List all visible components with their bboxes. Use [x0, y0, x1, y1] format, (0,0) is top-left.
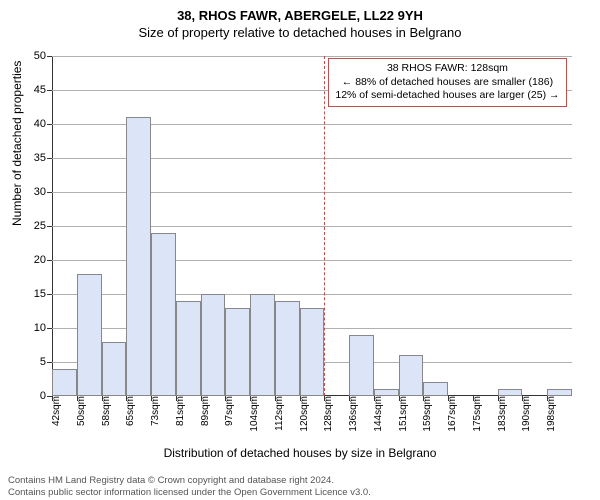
x-tick-label: 183sqm — [497, 396, 508, 432]
x-tick-label: 190sqm — [521, 396, 532, 432]
y-tick-mark — [47, 192, 52, 193]
histogram-bar — [102, 342, 127, 396]
reference-line — [324, 56, 325, 396]
chart-title-1: 38, RHOS FAWR, ABERGELE, LL22 9YH — [0, 0, 600, 23]
grid-line — [52, 56, 572, 57]
x-tick-label: 89sqm — [200, 396, 211, 426]
histogram-bar — [423, 382, 448, 396]
y-tick-mark — [47, 260, 52, 261]
y-tick-mark — [47, 362, 52, 363]
x-tick-label: 167sqm — [447, 396, 458, 432]
histogram-bar — [176, 301, 201, 396]
histogram-bar — [151, 233, 176, 396]
histogram-bar — [225, 308, 250, 396]
footer-line-1: Contains HM Land Registry data © Crown c… — [8, 475, 592, 486]
histogram-bar — [399, 355, 424, 396]
histogram-bar — [201, 294, 226, 396]
y-tick-label: 0 — [40, 390, 46, 402]
x-tick-label: 120sqm — [299, 396, 310, 432]
histogram-bar — [126, 117, 151, 396]
annotation-line: 12% of semi-detached houses are larger (… — [335, 89, 559, 103]
y-tick-mark — [47, 90, 52, 91]
chart-container: 38, RHOS FAWR, ABERGELE, LL22 9YH Size o… — [0, 0, 600, 500]
y-tick-label: 30 — [34, 186, 46, 198]
x-tick-label: 198sqm — [546, 396, 557, 432]
x-tick-label: 136sqm — [348, 396, 359, 432]
y-tick-mark — [47, 124, 52, 125]
y-axis-label: Number of detached properties — [10, 61, 24, 226]
y-tick-mark — [47, 56, 52, 57]
x-tick-label: 50sqm — [76, 396, 87, 426]
histogram-bar — [498, 389, 523, 396]
y-tick-label: 50 — [34, 50, 46, 62]
y-tick-label: 45 — [34, 84, 46, 96]
y-tick-label: 10 — [34, 322, 46, 334]
annotation-line: ← 88% of detached houses are smaller (18… — [335, 76, 559, 90]
x-axis-label: Distribution of detached houses by size … — [0, 446, 600, 460]
histogram-bar — [374, 389, 399, 396]
footer-line-2: Contains public sector information licen… — [8, 487, 592, 498]
histogram-bar — [349, 335, 374, 396]
x-tick-label: 159sqm — [422, 396, 433, 432]
x-tick-label: 97sqm — [224, 396, 235, 426]
x-tick-label: 42sqm — [51, 396, 62, 426]
x-tick-label: 58sqm — [101, 396, 112, 426]
x-tick-label: 175sqm — [472, 396, 483, 432]
histogram-bar — [52, 369, 77, 396]
y-tick-label: 5 — [40, 356, 46, 368]
annotation-line: 38 RHOS FAWR: 128sqm — [335, 62, 559, 76]
histogram-bar — [547, 389, 572, 396]
y-tick-mark — [47, 226, 52, 227]
histogram-bar — [275, 301, 300, 396]
x-tick-label: 144sqm — [373, 396, 384, 432]
histogram-bar — [300, 308, 325, 396]
y-tick-label: 35 — [34, 152, 46, 164]
x-tick-label: 73sqm — [150, 396, 161, 426]
y-tick-mark — [47, 328, 52, 329]
x-tick-label: 112sqm — [274, 396, 285, 431]
chart-title-2: Size of property relative to detached ho… — [0, 23, 600, 40]
histogram-bar — [77, 274, 102, 396]
y-tick-label: 15 — [34, 288, 46, 300]
histogram-bar — [250, 294, 275, 396]
x-tick-label: 151sqm — [398, 396, 409, 432]
annotation-box: 38 RHOS FAWR: 128sqm← 88% of detached ho… — [328, 58, 566, 107]
plot-area: 0510152025303540455042sqm50sqm58sqm65sqm… — [52, 56, 572, 396]
y-tick-label: 40 — [34, 118, 46, 130]
x-tick-label: 81sqm — [175, 396, 186, 426]
x-tick-label: 65sqm — [125, 396, 136, 426]
x-tick-label: 128sqm — [323, 396, 334, 432]
y-tick-label: 20 — [34, 254, 46, 266]
footer-attribution: Contains HM Land Registry data © Crown c… — [8, 475, 592, 498]
x-tick-label: 104sqm — [249, 396, 260, 432]
y-tick-label: 25 — [34, 220, 46, 232]
y-tick-mark — [47, 158, 52, 159]
y-tick-mark — [47, 294, 52, 295]
